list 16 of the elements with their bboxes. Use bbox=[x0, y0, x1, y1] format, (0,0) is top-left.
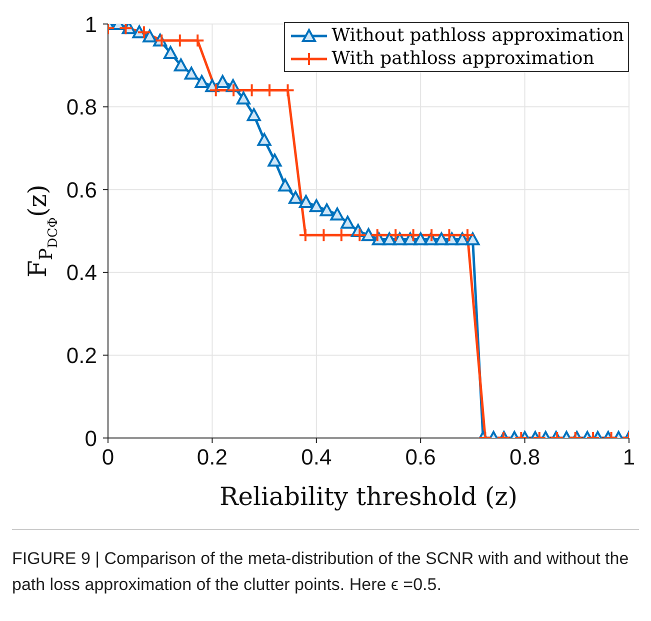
y-tick-label: 0.4 bbox=[66, 260, 97, 286]
x-tick-label: 0.4 bbox=[301, 444, 332, 470]
y-tick-label: 0 bbox=[84, 426, 97, 451]
x-tick-label: 0.6 bbox=[405, 444, 436, 470]
caption: FIGURE 9 | Comparison of the meta-distribution of the SCNR with and without the path loss approximation of the clutter points. Here ϵ =0.5. bbox=[12, 548, 630, 596]
legend-label: Without pathloss approximation bbox=[332, 24, 624, 47]
y-tick-label: 0.2 bbox=[66, 343, 97, 368]
y-tick-label: 1 bbox=[84, 12, 97, 37]
x-tick-label: 0.2 bbox=[196, 444, 228, 470]
x-axis-title: Reliability threshold (z) bbox=[219, 482, 518, 511]
y-tick-label: 0.8 bbox=[66, 94, 97, 120]
legend-label: With pathloss approximation bbox=[332, 47, 594, 70]
x-tick-label: 0 bbox=[102, 444, 114, 470]
x-tick-label: 0.8 bbox=[510, 444, 540, 470]
y-tick-label: 0.6 bbox=[66, 177, 97, 202]
x-tick-label: 1 bbox=[622, 444, 636, 470]
